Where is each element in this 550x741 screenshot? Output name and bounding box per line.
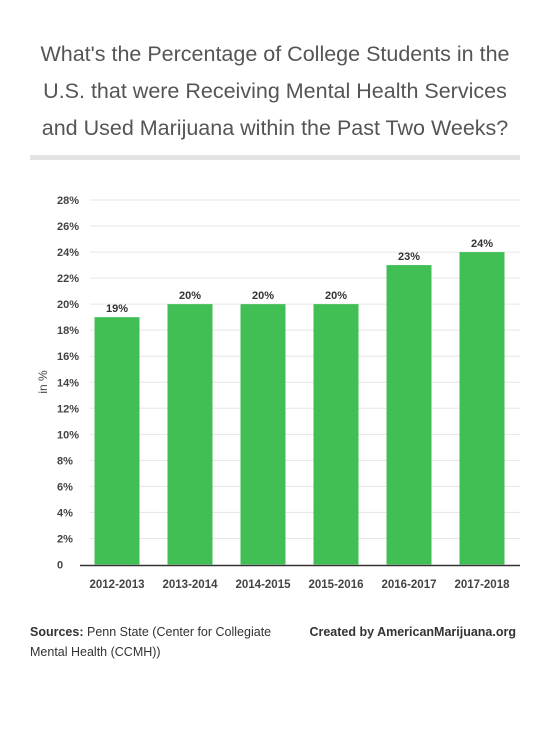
data-label: 24% [471, 238, 493, 250]
credit-note: Created by AmericanMarijuana.org [309, 625, 516, 639]
sources-label: Sources: [30, 625, 84, 639]
x-tick-label: 2015-2016 [309, 579, 364, 591]
data-label: 19% [106, 303, 128, 315]
chart-title-line-2: U.S. that were Receiving Mental Health S… [43, 79, 507, 103]
bar-chart: 0 2% 4% 6% 8% 10% 12% 14% 16% 18% 20% 22% 24% 26% 28% i… [36, 195, 520, 591]
data-label: 20% [179, 290, 201, 302]
x-tick-label: 2016-2017 [382, 579, 437, 591]
data-label: 20% [325, 290, 347, 302]
bar [386, 265, 432, 565]
y-tick-label: 22% [57, 273, 79, 285]
y-tick-label: 8% [57, 455, 73, 467]
bar [459, 252, 505, 565]
y-tick-label: 12% [57, 403, 79, 415]
bar [313, 304, 359, 565]
y-tick-label: 14% [57, 377, 79, 389]
chart-title-line-1: What's the Percentage of College Student… [40, 42, 510, 66]
chart-title-line-3: and Used Marijuana within the Past Two W… [41, 116, 509, 140]
data-label: 20% [252, 290, 274, 302]
x-tick-label: 2014-2015 [236, 579, 292, 591]
bar [94, 317, 140, 565]
y-tick-label: 0 [57, 560, 63, 572]
y-tick-label: 26% [57, 221, 79, 233]
y-tick-label: 20% [57, 299, 79, 311]
y-tick-label: 2% [57, 533, 73, 545]
y-tick-label: 16% [57, 351, 79, 363]
sources-text: Penn State (Center for Collegiate Mental… [30, 625, 272, 659]
bar [167, 304, 213, 565]
title-divider [30, 155, 520, 160]
y-axis-title: in % [36, 370, 50, 394]
chart-title: What's the Percentage of College Student… [20, 36, 530, 147]
x-tick-label: 2012-2013 [90, 579, 145, 591]
bar [240, 304, 286, 565]
y-tick-label: 18% [57, 325, 79, 337]
y-tick-label: 6% [57, 481, 73, 493]
x-tick-label: 2017-2018 [455, 579, 511, 591]
y-tick-label: 28% [57, 195, 79, 207]
sources-note: Sources: Penn State (Center for Collegia… [30, 622, 300, 662]
y-tick-label: 4% [57, 507, 73, 519]
y-tick-label: 24% [57, 247, 79, 259]
y-tick-label: 10% [57, 429, 79, 441]
x-tick-label: 2013-2014 [163, 579, 219, 591]
data-label: 23% [398, 251, 420, 263]
